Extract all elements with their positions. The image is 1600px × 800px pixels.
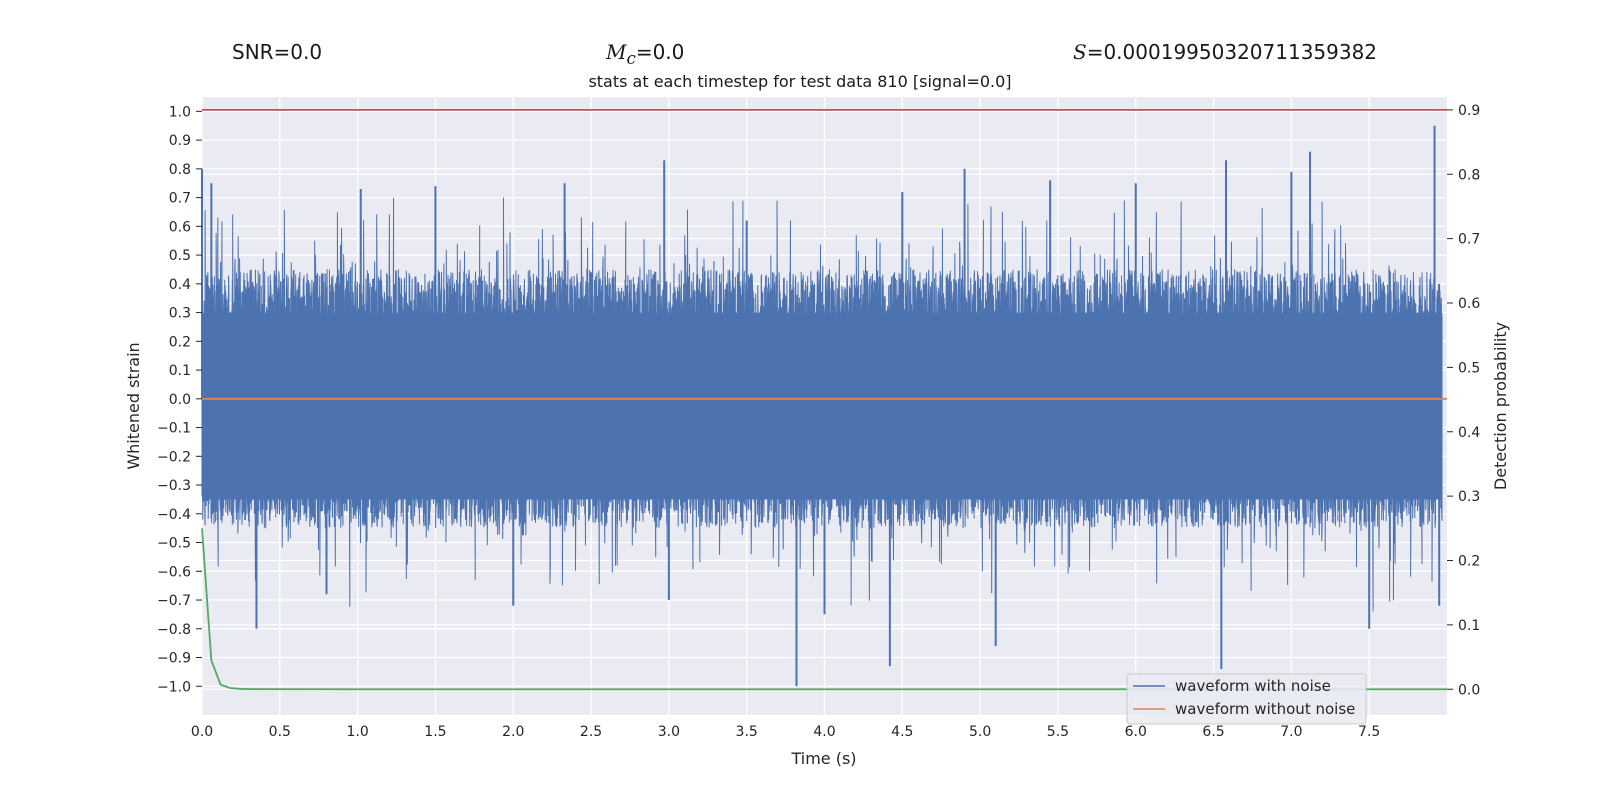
x-tick-label: 6.5 [1202,724,1224,740]
y-tick-label: 0.7 [169,191,191,207]
legend: waveform with noise waveform without noi… [1126,673,1367,725]
y2-tick-label: 0.1 [1458,618,1480,634]
y-tick-label: 0.4 [169,277,191,293]
y2-tick-label: 0.5 [1458,360,1480,376]
y2-tick-label: 0.7 [1458,232,1480,248]
mc-symbol: M [606,40,627,64]
y-tick-label: 0.8 [169,162,191,178]
y-tick-label: −1.0 [157,679,191,695]
x-tick-label: 3.0 [658,724,680,740]
y-axis-label: Whitened strain [124,342,143,469]
y-tick-label: 0.0 [169,392,191,408]
y2-tick-label: 0.4 [1458,425,1480,441]
series-noise-core [202,312,1443,500]
legend-label-noise: waveform with noise [1175,677,1331,695]
statistic-label: S=0.00019950320711359382 [1073,40,1377,64]
legend-label-clean: waveform without noise [1175,700,1355,718]
y-tick-label: 1.0 [169,104,191,120]
mc-subscript: c [626,49,636,68]
mc-value: =0.0 [635,40,685,64]
y-tick-label: 0.9 [169,133,191,149]
chirp-mass-label: Mc=0.0 [606,40,684,68]
x-tick-label: 0.5 [269,724,291,740]
y-tick-label: −0.5 [157,536,191,552]
series-layer [201,108,1447,691]
y-tick-label: −0.9 [157,651,191,667]
snr-label: SNR=0.0 [232,40,323,64]
x-tick-label: 2.5 [580,724,602,740]
y2-axis-label: Detection probability [1491,322,1510,490]
y-tick-label: 0.1 [169,363,191,379]
y-tick-label: 0.3 [169,306,191,322]
y-tick-label: −0.3 [157,478,191,494]
y2-tick-label: 0.2 [1458,554,1480,570]
y-tick-label: −0.8 [157,622,191,638]
x-axis-label: Time (s) [790,749,856,768]
y-tick-label: −0.4 [157,507,191,523]
x-tick-label: 4.5 [891,724,913,740]
y2-tick-label: 0.3 [1458,489,1480,505]
y-tick-label: −0.7 [157,593,191,609]
x-tick-label: 2.0 [502,724,524,740]
x-tick-label: 1.0 [346,724,368,740]
s-value: =0.00019950320711359382 [1086,40,1378,64]
x-tick-label: 3.5 [736,724,758,740]
y-tick-label: −0.1 [157,421,191,437]
x-tick-label: 0.0 [191,724,213,740]
series-line-2 [201,528,1447,691]
legend-box [1126,673,1367,725]
y2-axis-ticks: 0.9 0.8 0.7 0.6 0.5 0.4 0.3 0.2 0.1 0.0 [1447,103,1480,698]
y2-tick-label: 0.9 [1458,103,1480,119]
y-tick-label: −0.2 [157,449,191,465]
y-tick-label: 0.6 [169,219,191,235]
x-tick-label: 5.5 [1047,724,1069,740]
chart-title: stats at each timestep for test data 810… [588,72,1012,91]
s-symbol: S [1073,40,1087,64]
x-tick-label: 7.0 [1280,724,1302,740]
y2-tick-label: 0.6 [1458,296,1480,312]
y-tick-label: −0.6 [157,564,191,580]
x-axis-ticks: 0.0 0.5 1.0 1.5 2.0 2.5 3.0 3.5 4.0 4.5 5.0 5.5 6.0 6… [191,724,1380,740]
y-axis-ticks: 1.0 0.9 0.8 0.7 0.6 0.5 0.4 0.3 0.2 0.1 0.0 −0.1 −0.… [157,104,202,695]
y2-tick-label: 0.0 [1458,682,1480,698]
y2-tick-label: 0.8 [1458,167,1480,183]
x-tick-label: 1.5 [424,724,446,740]
x-tick-label: 6.0 [1125,724,1147,740]
x-tick-label: 7.5 [1358,724,1380,740]
y-tick-label: 0.5 [169,248,191,264]
x-tick-label: 5.0 [969,724,991,740]
x-tick-label: 4.0 [813,724,835,740]
y-tick-label: 0.2 [169,334,191,350]
